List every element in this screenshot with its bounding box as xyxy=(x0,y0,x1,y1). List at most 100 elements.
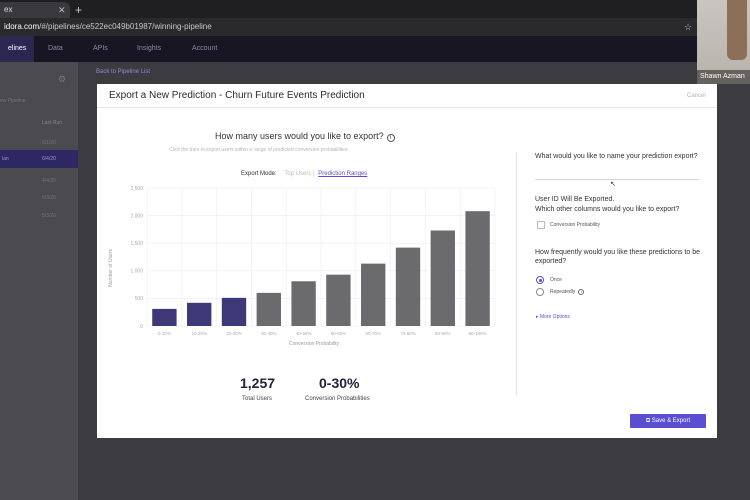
url-text[interactable]: idora.com/#/pipelines/ce522ec049b01987/w… xyxy=(4,21,212,33)
export-prediction-modal: Export a New Prediction - Churn Future E… xyxy=(97,84,717,438)
pipeline-row[interactable]: 4/4/20 xyxy=(0,172,80,190)
repeatedly-radio[interactable] xyxy=(536,288,544,296)
conversion-probability-label: Conversion Probability xyxy=(550,222,601,228)
info-icon[interactable]: i xyxy=(386,134,395,142)
user-id-note: User ID Will Be Exported. xyxy=(535,196,615,203)
pipeline-row[interactable]: 6/3/20 xyxy=(0,189,80,207)
mode-separator: | xyxy=(313,171,315,177)
settings-icon[interactable]: ⚙ xyxy=(58,74,67,84)
y-axis-label: Number of Users xyxy=(108,249,114,287)
nav-data[interactable]: Data xyxy=(48,45,63,52)
bar[interactable] xyxy=(326,274,351,326)
pipeline-sidebar: ⚙ ew Pipeline Last Run 6/1/20 lan 6/4/20 … xyxy=(0,62,80,500)
bar[interactable] xyxy=(256,292,281,326)
y-tick-label: 2,500 xyxy=(130,186,143,192)
pipeline-row[interactable]: 5/3/20 xyxy=(0,207,80,225)
pipeline-row[interactable]: 6/1/20 xyxy=(0,134,80,152)
save-and-export-label: Save & Export xyxy=(651,418,691,424)
pipeline-date: 4/4/20 xyxy=(42,178,56,184)
x-tick-label: 40-50% xyxy=(296,331,312,336)
export-name-input[interactable] xyxy=(535,179,699,180)
app-nav: elines Data APIs Insights Account xyxy=(0,36,750,62)
address-bar[interactable]: idora.com/#/pipelines/ce522ec049b01987/w… xyxy=(0,18,750,36)
new-tab-icon[interactable]: + xyxy=(75,3,83,17)
webcam-name: Shawn Azman xyxy=(697,70,750,84)
pipeline-date: 5/3/20 xyxy=(42,213,56,219)
x-tick-label: 0-10% xyxy=(158,331,171,336)
pipeline-date: 6/1/20 xyxy=(42,140,56,146)
total-users-label: Total Users xyxy=(242,396,273,402)
url-path: /#/pipelines/ce522ec049b01987/winning-pi… xyxy=(39,22,212,31)
nav-apis[interactable]: APIs xyxy=(93,45,108,52)
x-tick-label: 80-90% xyxy=(435,331,451,336)
x-tick-label: 30-40% xyxy=(261,331,277,336)
conversion-probability-checkbox[interactable] xyxy=(537,221,545,229)
mouse-cursor-icon: ↖ xyxy=(610,181,616,188)
back-to-pipeline-list-link[interactable]: Back to Pipeline List xyxy=(96,69,151,75)
nav-insights[interactable]: Insights xyxy=(137,45,162,52)
y-tick-label: 0 xyxy=(140,324,143,330)
once-radio[interactable] xyxy=(536,276,544,284)
url-domain: idora.com xyxy=(4,22,40,31)
close-tab-icon[interactable]: ✕ xyxy=(58,5,66,15)
repeatedly-label: Repeatedly i xyxy=(550,289,585,295)
frequency-question: How frequently would you like these pred… xyxy=(535,249,700,265)
x-axis-label: Conversion Probability xyxy=(289,341,340,347)
y-tick-label: 1,500 xyxy=(130,241,143,247)
y-tick-label: 500 xyxy=(135,296,144,302)
total-users-value: 1,257 xyxy=(240,375,276,391)
once-label: Once xyxy=(550,277,562,283)
bar[interactable] xyxy=(395,247,421,326)
nav-pipelines[interactable]: elines xyxy=(0,36,35,62)
bar[interactable] xyxy=(187,302,212,326)
prediction-bar-chart: 0 500 1,000 1,500 2,000 2,500 0-10% 10-20% 20-3… xyxy=(108,186,496,347)
external-link-icon: ⧉ xyxy=(645,418,652,424)
x-tick-label: 10-20% xyxy=(191,331,207,336)
repeatedly-text: Repeatedly xyxy=(550,289,576,295)
columns-question: Which other columns would you like to ex… xyxy=(535,206,680,213)
bookmark-star-icon[interactable]: ☆ xyxy=(684,22,693,32)
x-tick-label: 90-100% xyxy=(469,331,487,336)
browser-tab[interactable]: ex xyxy=(0,2,70,18)
new-pipeline-link[interactable]: ew Pipeline xyxy=(0,98,26,104)
cancel-button[interactable]: Cancel xyxy=(687,93,706,99)
save-and-export-button[interactable]: ⧉ Save & Export xyxy=(630,414,706,428)
more-options-link[interactable]: ▸ More Options xyxy=(536,314,570,320)
webcam-person xyxy=(727,0,747,60)
export-mode-switch: Export Mode: Top Users | Prediction Rang… xyxy=(241,171,367,177)
browser-tab-strip: ex ✕ + xyxy=(0,0,750,18)
x-tick-label: 20-30% xyxy=(226,331,242,336)
bar[interactable] xyxy=(152,308,177,326)
pipeline-row-selected[interactable]: lan 6/4/20 xyxy=(0,150,80,168)
bar[interactable] xyxy=(361,263,386,326)
export-mode-label: Export Mode: xyxy=(241,171,277,177)
chart-instructions: Click the bars to export users within a … xyxy=(169,147,349,153)
probabilities-value: 0-30% xyxy=(319,375,360,391)
bar[interactable] xyxy=(465,211,490,326)
bar[interactable] xyxy=(291,281,316,326)
tab-title: ex xyxy=(4,5,13,14)
nav-account[interactable]: Account xyxy=(192,45,218,52)
info-icon[interactable]: i xyxy=(578,289,585,295)
mode-prediction-ranges[interactable]: Prediction Ranges xyxy=(318,171,368,177)
mode-top-users[interactable]: Top Users xyxy=(284,171,312,177)
bar[interactable] xyxy=(221,297,247,326)
last-run-header: Last Run xyxy=(42,120,63,126)
pipeline-date: 6/3/20 xyxy=(42,195,56,201)
modal-header: Export a New Prediction - Churn Future E… xyxy=(97,84,717,108)
probabilities-label: Conversion Probabilities xyxy=(305,396,370,402)
x-tick-label: 50-60% xyxy=(331,331,347,336)
pipeline-date: 6/4/20 xyxy=(42,156,56,162)
more-options-text: More Options xyxy=(539,314,570,320)
name-question: What would you like to name your predict… xyxy=(535,153,698,160)
x-tick-label: 60-70% xyxy=(365,331,381,336)
vertical-divider xyxy=(516,152,517,395)
modal-title: Export a New Prediction - Churn Future E… xyxy=(109,90,365,101)
export-question-text: How many users would you like to export? xyxy=(215,131,384,141)
x-tick-label: 70-80% xyxy=(400,331,416,336)
pipeline-name: lan xyxy=(2,156,9,162)
export-question: How many users would you like to export?… xyxy=(215,131,395,142)
y-tick-label: 1,000 xyxy=(130,269,143,275)
bar[interactable] xyxy=(430,230,455,326)
y-tick-label: 2,000 xyxy=(130,213,143,219)
